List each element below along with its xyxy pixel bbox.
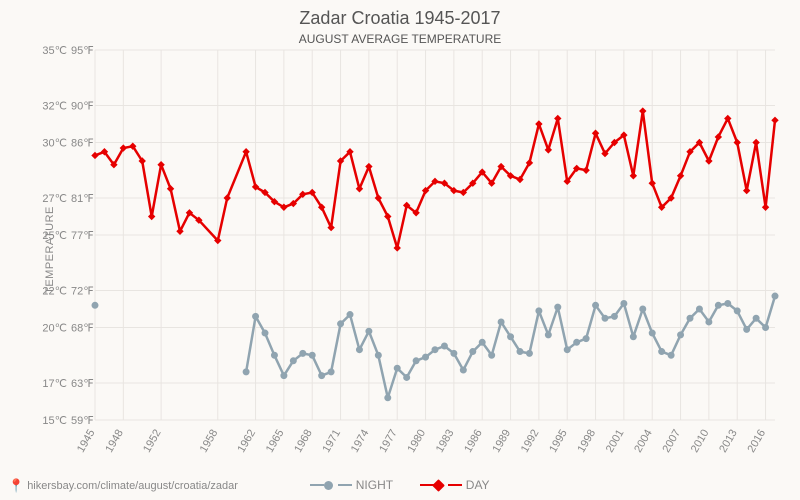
- legend-item-day: DAY: [420, 478, 489, 492]
- svg-text:63℉: 63℉: [71, 378, 94, 390]
- svg-text:27℃: 27℃: [42, 193, 67, 205]
- svg-text:1974: 1974: [349, 428, 372, 455]
- svg-text:1992: 1992: [519, 428, 542, 455]
- svg-text:1980: 1980: [406, 428, 429, 455]
- svg-text:2016: 2016: [746, 428, 769, 455]
- legend-label-night: NIGHT: [356, 478, 393, 492]
- svg-text:72℉: 72℉: [71, 286, 94, 298]
- legend-label-day: DAY: [466, 478, 490, 492]
- svg-text:90℉: 90℉: [71, 101, 94, 113]
- attribution-text: hikersbay.com/climate/august/croatia/zad…: [27, 480, 238, 492]
- legend-line: [448, 484, 462, 487]
- svg-text:1986: 1986: [462, 428, 485, 455]
- svg-text:68℉: 68℉: [71, 323, 94, 335]
- svg-text:30℃: 30℃: [42, 138, 67, 150]
- svg-text:22℃: 22℃: [42, 286, 67, 298]
- svg-text:1965: 1965: [264, 428, 287, 455]
- svg-text:1998: 1998: [576, 428, 599, 455]
- svg-text:1948: 1948: [103, 428, 126, 455]
- legend-item-night: NIGHT: [310, 478, 393, 492]
- chart-plot: 15℃ 59℉ 17℃ 63℉ 20℃ 68℉ 22℃ 72℉ 25℃ 77℉ 27℃ 81℉ 30℃ 8…: [0, 0, 800, 500]
- svg-text:1971: 1971: [321, 428, 344, 455]
- svg-text:1983: 1983: [434, 428, 457, 455]
- svg-text:35℃: 35℃: [42, 45, 67, 57]
- y-axis-ticks: 15℃ 59℉ 17℃ 63℉ 20℃ 68℉ 22℃ 72℉ 25℃ 77℉ 27℃ 81℉ 30℃ 8…: [42, 45, 93, 427]
- svg-text:32℃: 32℃: [42, 101, 67, 113]
- svg-text:15℃: 15℃: [42, 415, 67, 427]
- series-night: [92, 293, 778, 401]
- svg-text:2010: 2010: [689, 428, 712, 455]
- location-pin-icon: 📍: [8, 478, 24, 494]
- chart-container: Zadar Croatia 1945-2017 AUGUST AVERAGE T…: [0, 0, 800, 500]
- svg-text:59℉: 59℉: [71, 415, 94, 427]
- svg-text:20℃: 20℃: [42, 323, 67, 335]
- svg-text:77℉: 77℉: [71, 230, 94, 242]
- svg-text:2013: 2013: [717, 428, 740, 455]
- svg-text:2004: 2004: [632, 428, 655, 455]
- svg-text:86℉: 86℉: [71, 138, 94, 150]
- svg-text:1952: 1952: [141, 428, 164, 455]
- x-axis-ticks: 19451948 1952 1958 196219651968 197119741977…: [75, 428, 768, 455]
- svg-text:25℃: 25℃: [42, 230, 67, 242]
- svg-text:1958: 1958: [198, 428, 221, 455]
- svg-text:1995: 1995: [547, 428, 570, 455]
- svg-text:95℉: 95℉: [71, 45, 94, 57]
- series-day: [92, 108, 778, 251]
- svg-text:81℉: 81℉: [71, 193, 94, 205]
- legend-marker-diamond: [433, 479, 446, 492]
- svg-text:1945: 1945: [75, 428, 98, 455]
- svg-text:1968: 1968: [292, 428, 315, 455]
- svg-text:1989: 1989: [491, 428, 514, 455]
- legend-line: [338, 484, 352, 487]
- svg-text:1962: 1962: [236, 428, 259, 455]
- legend-marker-circle: [324, 481, 333, 490]
- legend-line: [310, 484, 324, 487]
- svg-text:1977: 1977: [377, 428, 400, 455]
- svg-text:17℃: 17℃: [42, 378, 67, 390]
- gridlines: [95, 50, 775, 420]
- svg-text:2007: 2007: [661, 428, 684, 455]
- svg-text:2001: 2001: [604, 428, 627, 455]
- attribution: 📍 hikersbay.com/climate/august/croatia/z…: [8, 478, 238, 494]
